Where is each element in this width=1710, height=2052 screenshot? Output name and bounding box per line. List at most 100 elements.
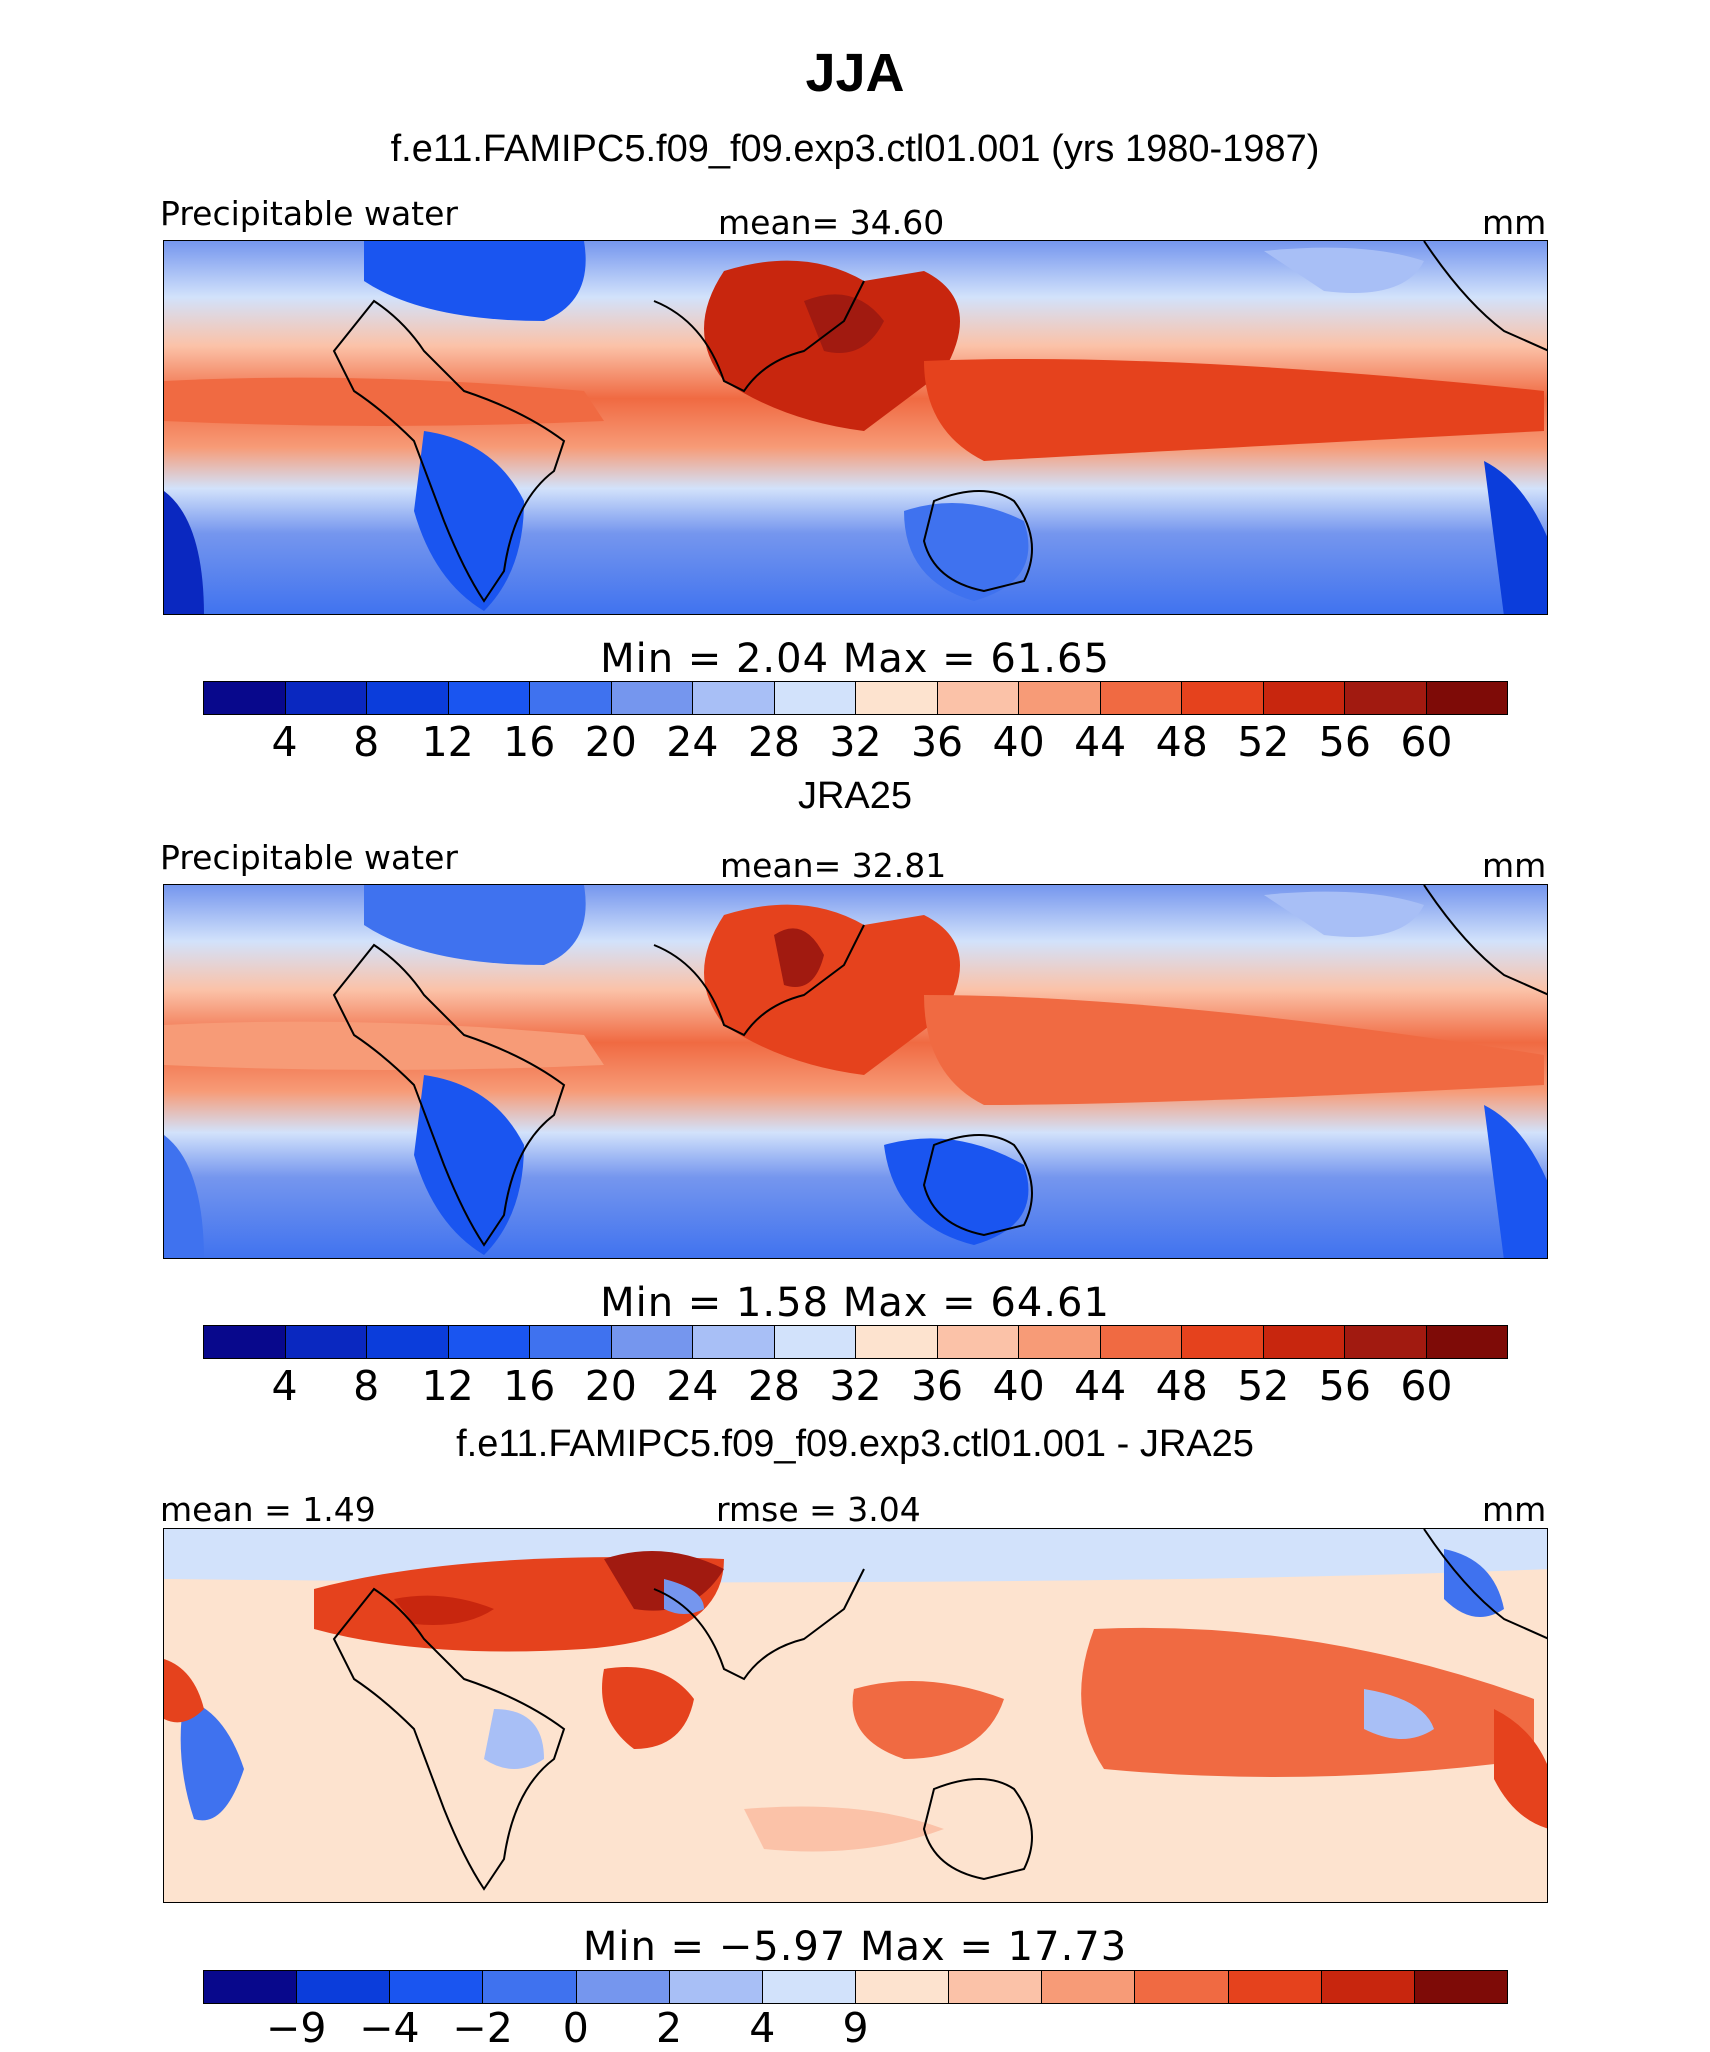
panel-1-map-field — [164, 241, 1547, 614]
colorbar-swatch — [949, 1971, 1043, 2003]
panel-1-units-label: mm — [1482, 203, 1547, 242]
panel-2-map-field — [164, 885, 1547, 1258]
colorbar-tick-label: 24 — [666, 1362, 719, 1410]
panel-2-units-label: mm — [1482, 846, 1547, 885]
colorbar-swatch — [1019, 1326, 1101, 1358]
colorbar-swatch — [611, 1326, 693, 1358]
colorbar-swatch — [937, 682, 1019, 714]
colorbar-tick-label: 4 — [271, 1362, 298, 1410]
colorbar-tick-label: 12 — [421, 1362, 474, 1410]
colorbar-tick-label: 40 — [992, 1362, 1045, 1410]
panel-1-mean-label: mean= 34.60 — [718, 203, 945, 242]
colorbar-tick-label: 56 — [1318, 1362, 1371, 1410]
colorbar-tick-label: 12 — [421, 718, 474, 766]
colorbar-swatch — [856, 682, 938, 714]
colorbar-swatch — [448, 682, 530, 714]
colorbar-swatch — [762, 1971, 856, 2003]
panel-2-mean-label: mean= 32.81 — [720, 846, 947, 885]
colorbar-tick-label: 52 — [1237, 1362, 1290, 1410]
colorbar-tick-label: 8 — [353, 718, 380, 766]
colorbar-tick-label: 40 — [992, 718, 1045, 766]
colorbar-swatch — [1182, 1326, 1264, 1358]
colorbar-tick-label: 60 — [1400, 1362, 1453, 1410]
colorbar-tick-label: 0 — [562, 2004, 589, 2052]
colorbar-swatch — [576, 1971, 670, 2003]
colorbar-tick-label: 4 — [749, 2004, 776, 2052]
colorbar-swatch — [611, 682, 693, 714]
panel-2-min-max: Min = 1.58 Max = 64.61 — [600, 1280, 1110, 1326]
colorbar-tick-label: 20 — [584, 1362, 637, 1410]
colorbar-swatch — [285, 1326, 367, 1358]
panel-3-units-label: mm — [1482, 1490, 1547, 1529]
panel-2-variable-label: Precipitable water — [160, 838, 458, 877]
panel-3-colorbar — [203, 1970, 1508, 2004]
colorbar-tick-label: 8 — [353, 1362, 380, 1410]
colorbar-tick-label: −9 — [265, 2004, 327, 2052]
colorbar-swatch — [530, 1326, 612, 1358]
colorbar-swatch — [204, 1971, 298, 2003]
colorbar-tick-label: 44 — [1074, 1362, 1127, 1410]
colorbar-tick-label: 2 — [656, 2004, 683, 2052]
colorbar-tick-label: 24 — [666, 718, 719, 766]
panel-2-colorbar — [203, 1325, 1508, 1359]
colorbar-swatch — [530, 682, 612, 714]
colorbar-swatch — [1426, 682, 1507, 714]
colorbar-swatch — [856, 1326, 938, 1358]
panel-1-map — [163, 240, 1548, 615]
colorbar-tick-label: −2 — [452, 2004, 513, 2052]
colorbar-swatch — [483, 1971, 577, 2003]
colorbar-tick-label: 4 — [271, 718, 298, 766]
colorbar-swatch — [285, 682, 367, 714]
colorbar-swatch — [1182, 682, 1264, 714]
colorbar-swatch — [390, 1971, 484, 2003]
panel-3-mean-label: mean = 1.49 — [160, 1490, 376, 1529]
colorbar-tick-label: 36 — [910, 718, 964, 766]
colorbar-swatch — [204, 1326, 286, 1358]
colorbar-tick-label: 60 — [1400, 718, 1453, 766]
colorbar-swatch — [297, 1971, 391, 2003]
colorbar-swatch — [367, 682, 449, 714]
colorbar-swatch — [1414, 1971, 1507, 2003]
colorbar-swatch — [448, 1326, 530, 1358]
panel-1-colorbar — [203, 681, 1508, 715]
colorbar-tick-label: 28 — [747, 1362, 801, 1410]
colorbar-tick-label: 48 — [1155, 1362, 1208, 1410]
panel-3-map-field — [164, 1529, 1547, 1902]
panel-2-map — [163, 884, 1548, 1259]
colorbar-swatch — [1345, 1326, 1427, 1358]
colorbar-swatch — [693, 682, 775, 714]
panel-3-map — [163, 1528, 1548, 1903]
colorbar-swatch — [693, 1326, 775, 1358]
colorbar-tick-label: 48 — [1155, 718, 1208, 766]
colorbar-swatch — [855, 1971, 950, 2003]
colorbar-swatch — [774, 682, 856, 714]
colorbar-tick-label: 16 — [503, 1362, 556, 1410]
colorbar-swatch — [1019, 682, 1101, 714]
colorbar-swatch — [1321, 1971, 1415, 2003]
panel-1-variable-label: Precipitable water — [160, 194, 458, 233]
colorbar-swatch — [937, 1326, 1019, 1358]
colorbar-tick-label: −4 — [359, 2004, 420, 2052]
panel-3-min-max: Min = −5.97 Max = 17.73 — [582, 1924, 1128, 1970]
colorbar-tick-label: 16 — [503, 718, 556, 766]
colorbar-swatch — [1345, 682, 1427, 714]
colorbar-swatch — [774, 1326, 856, 1358]
colorbar-tick-label: 32 — [829, 718, 882, 766]
colorbar-tick-label: 9 — [842, 2004, 869, 2052]
panel-3-title: f.e11.FAMIPC5.f09_f09.exp3.ctl01.001 - J… — [456, 1423, 1254, 1465]
colorbar-tick-label: 20 — [584, 718, 637, 766]
colorbar-swatch — [1042, 1971, 1136, 2003]
colorbar-tick-label: 36 — [910, 1362, 964, 1410]
colorbar-swatch — [367, 1326, 449, 1358]
panel-1-min-max: Min = 2.04 Max = 61.65 — [600, 636, 1110, 682]
colorbar-swatch — [1426, 1326, 1507, 1358]
colorbar-tick-label: 32 — [829, 1362, 882, 1410]
colorbar-tick-label: 28 — [747, 718, 801, 766]
colorbar-tick-label: 44 — [1074, 718, 1127, 766]
colorbar-swatch — [1228, 1971, 1322, 2003]
colorbar-swatch — [1100, 1326, 1182, 1358]
colorbar-tick-label: 56 — [1318, 718, 1371, 766]
colorbar-swatch — [1100, 682, 1182, 714]
panel-3-rmse-label: rmse = 3.04 — [716, 1490, 921, 1529]
colorbar-swatch — [1135, 1971, 1229, 2003]
